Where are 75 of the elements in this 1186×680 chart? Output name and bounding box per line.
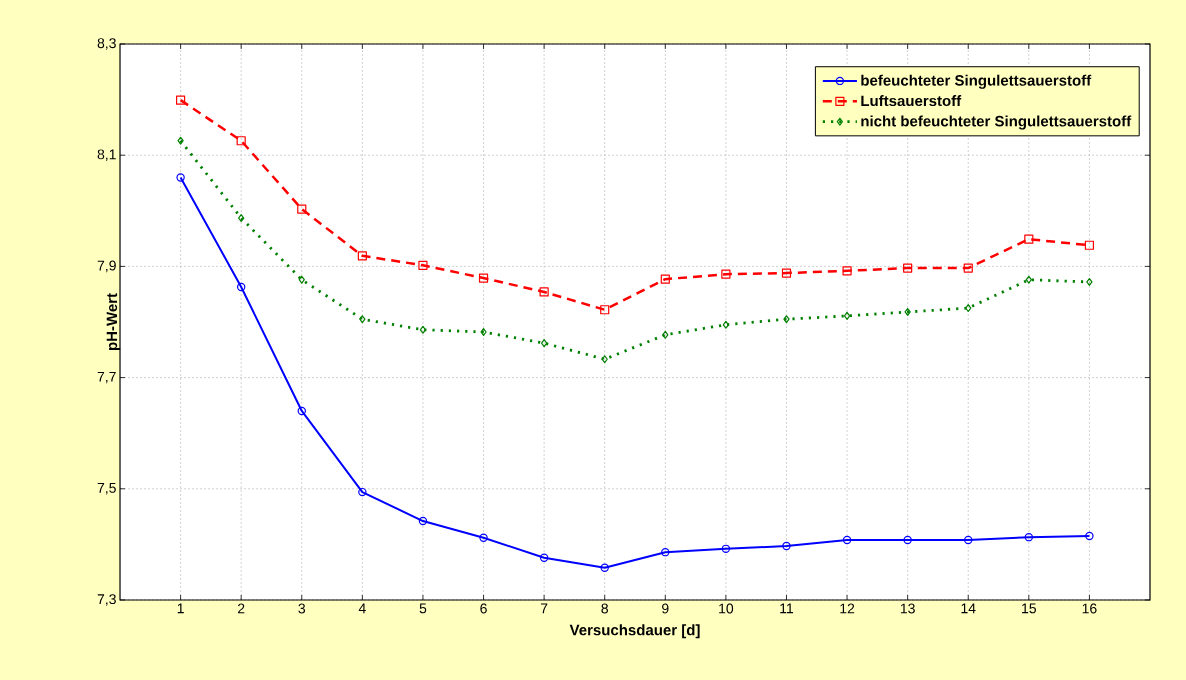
point (600, 563, 609, 572)
point (357, 251, 367, 261)
point (1024, 234, 1034, 244)
legend-label: nicht befeuchteter Singulettsauerstoff (861, 115, 1132, 130)
point (783, 315, 790, 324)
point (661, 547, 670, 557)
y-tick-label: 7,9 (97, 260, 116, 273)
point (842, 266, 852, 276)
point (662, 330, 669, 339)
point (297, 406, 306, 416)
point (903, 263, 913, 273)
x-axis-title: Versuchsdauer [d] (569, 624, 700, 639)
point (176, 95, 186, 105)
point (1084, 240, 1095, 250)
point (660, 274, 670, 284)
legend-label: Luftsauerstoff (861, 95, 962, 107)
x-tick-label: 11 (780, 603, 794, 614)
y-tick-label: 7,3 (97, 594, 116, 606)
point (418, 260, 428, 270)
x-tick-label: 15 (1022, 603, 1037, 614)
y-axis-title: pH-Wert (106, 293, 121, 351)
point (1025, 275, 1032, 284)
point (721, 269, 731, 279)
x-tick-label: 8 (601, 603, 608, 614)
point (843, 311, 851, 320)
point (419, 325, 427, 334)
y-tick-label: 8,3 (97, 38, 116, 50)
point (418, 516, 428, 526)
x-tick-label: 3 (298, 603, 306, 614)
x-tick-label: 5 (419, 603, 427, 614)
point (722, 320, 730, 329)
point (1024, 532, 1034, 542)
x-tick-label: 2 (238, 603, 245, 614)
point (965, 304, 972, 313)
x-tick-label: 1 (177, 603, 184, 614)
point (781, 268, 792, 278)
x-tick-label: 12 (840, 603, 855, 614)
point (479, 533, 488, 542)
point (480, 327, 487, 336)
point (358, 487, 367, 497)
x-tick-label: 4 (358, 603, 366, 614)
point (177, 136, 184, 145)
point (721, 544, 731, 554)
point (1085, 531, 1094, 541)
x-tick-label: 16 (1082, 603, 1097, 614)
point (297, 204, 307, 214)
point (540, 339, 548, 348)
point (904, 307, 911, 316)
point (176, 173, 185, 182)
point (964, 535, 973, 545)
x-tick-label: 9 (662, 603, 669, 614)
x-tick-label: 13 (900, 603, 915, 614)
x-tick-label: 7 (540, 603, 548, 614)
y-tick-label: 7,7 (97, 371, 116, 384)
point (236, 282, 246, 292)
x-tick-label: 14 (961, 603, 976, 614)
point (601, 355, 608, 364)
y-tick-label: 7,5 (97, 483, 116, 495)
point (539, 287, 549, 297)
x-tick-label: 10 (719, 603, 734, 614)
point (782, 541, 791, 551)
x-tick-label: 6 (480, 603, 487, 614)
point (842, 535, 852, 545)
point (1086, 277, 1093, 286)
point (600, 305, 610, 315)
point (539, 553, 549, 562)
point (963, 263, 973, 273)
legend-label: befeuchteter Singulettsauerstoff (861, 74, 1092, 89)
point (236, 136, 246, 146)
point (238, 214, 245, 223)
point (359, 315, 366, 324)
y-tick-label: 8,1 (97, 149, 116, 161)
point (478, 273, 489, 283)
point (298, 275, 305, 284)
point (903, 535, 912, 545)
